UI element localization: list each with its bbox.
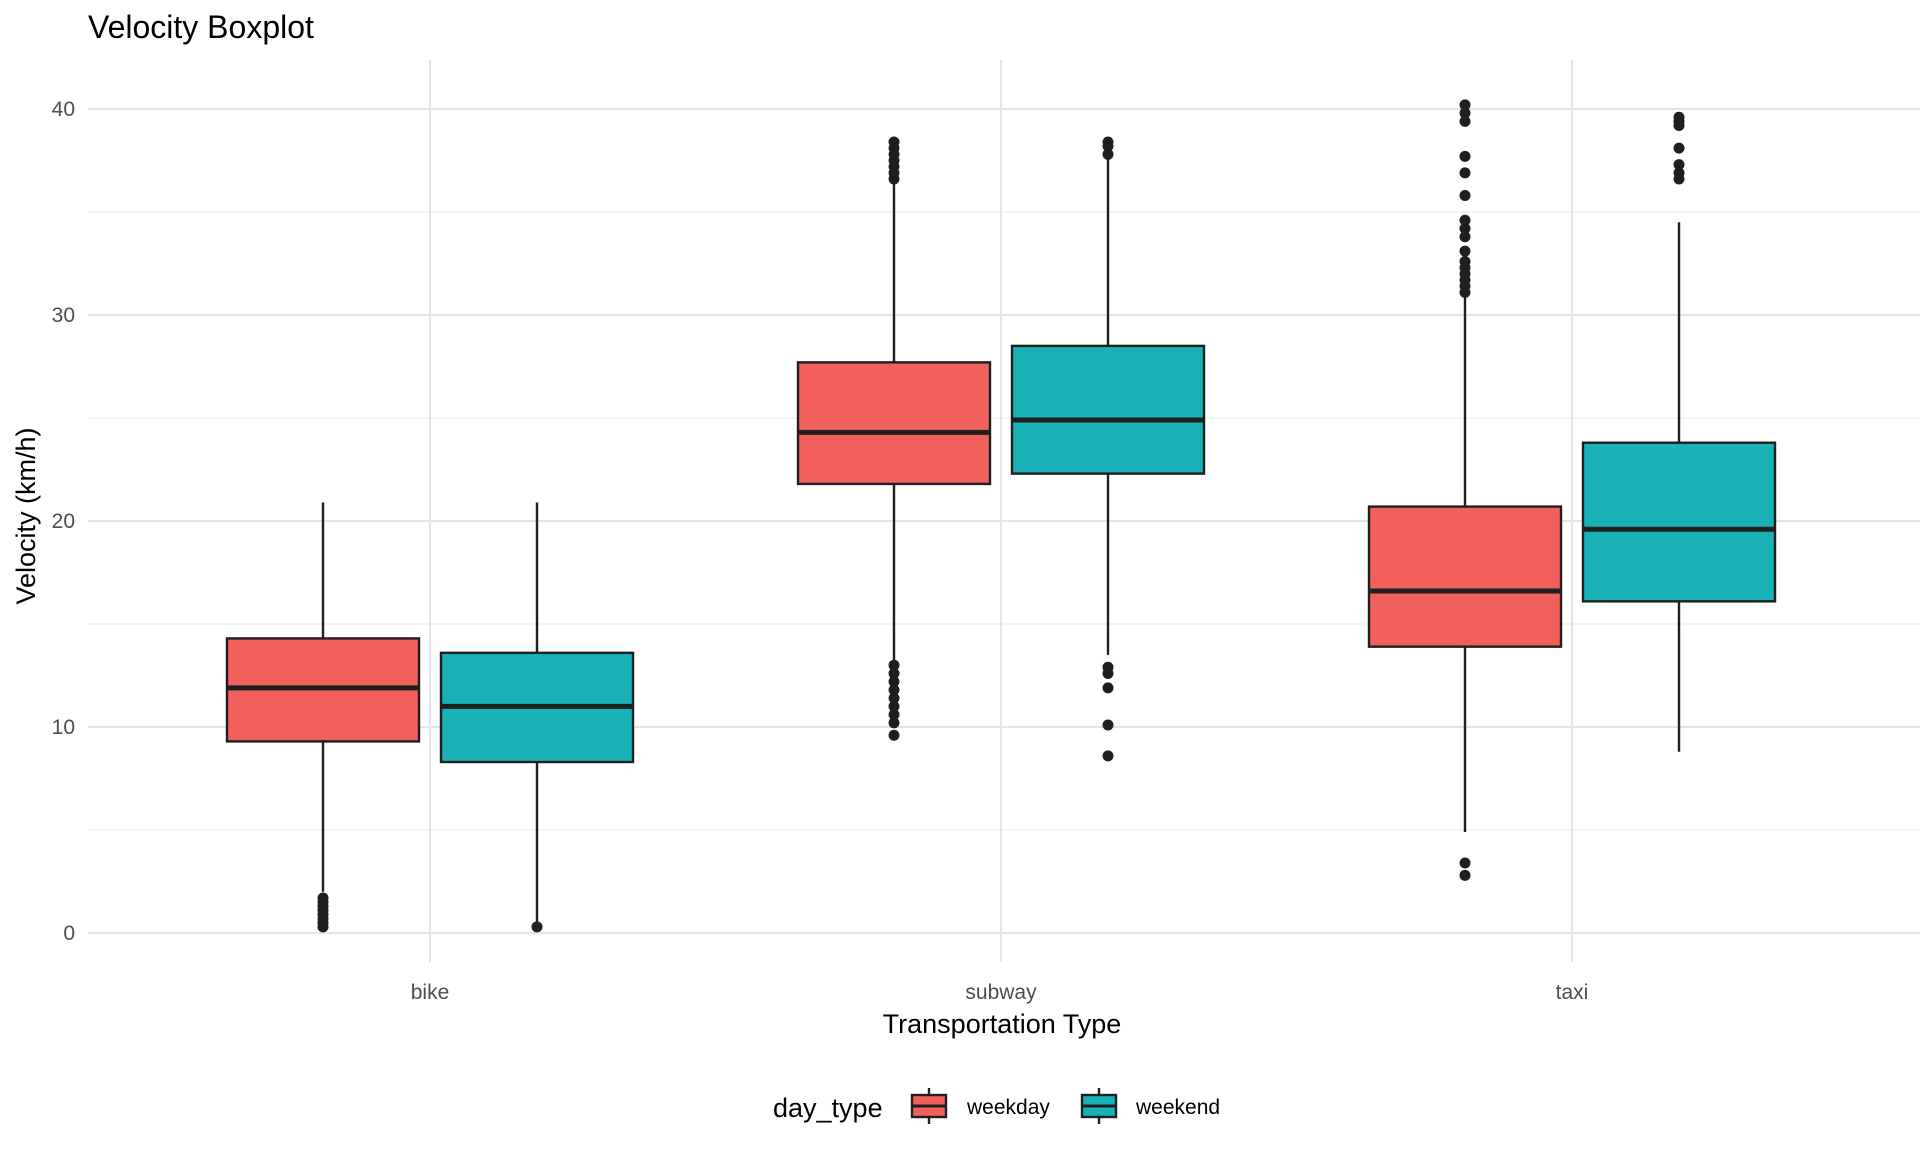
legend-title: day_type — [773, 1093, 883, 1123]
box-bike-weekend — [439, 502, 635, 933]
outlier-point — [1673, 167, 1685, 179]
y-tick-label: 10 — [52, 716, 75, 739]
outlier-point — [1102, 136, 1114, 148]
box-bike-weekday — [225, 502, 421, 933]
legend-key-weekend: weekend — [1080, 1088, 1220, 1124]
outlier-point — [888, 729, 900, 741]
outlier-point — [1459, 255, 1471, 267]
outlier-point — [531, 921, 543, 933]
box-subway-weekday — [796, 136, 992, 741]
legend-label-weekend: weekend — [1135, 1096, 1220, 1119]
legend-label-weekday: weekday — [966, 1096, 1050, 1119]
outlier-point — [1102, 750, 1114, 762]
y-tick-label: 30 — [52, 304, 75, 327]
box-body — [1010, 344, 1206, 475]
outlier-point — [888, 136, 900, 148]
x-tick-label: bike — [411, 981, 450, 1004]
outlier-point — [1459, 167, 1471, 179]
boxplot-marks — [225, 99, 1777, 933]
outlier-point — [1459, 99, 1471, 111]
box-body — [796, 361, 992, 486]
outlier-point — [888, 659, 900, 671]
outlier-point — [888, 684, 900, 696]
outlier-point — [1102, 719, 1114, 731]
x-tick-label: taxi — [1556, 981, 1589, 1004]
y-axis-title: Velocity (km/h) — [11, 427, 41, 604]
box-subway-weekend — [1010, 136, 1206, 762]
x-tick-label: subway — [965, 981, 1037, 1004]
outlier-point — [1459, 231, 1471, 243]
outlier-point — [1459, 190, 1471, 202]
box-taxi-weekday — [1367, 99, 1563, 881]
y-tick-label: 0 — [63, 922, 75, 945]
outlier-point — [1459, 222, 1471, 234]
outlier-point — [1102, 148, 1114, 160]
outlier-point — [1459, 107, 1471, 119]
x-axis-title: Transportation Type — [883, 1009, 1122, 1039]
outlier-point — [888, 709, 900, 721]
box-taxi-weekend — [1581, 111, 1777, 752]
legend: day_type weekday weekend — [773, 1088, 1220, 1124]
outlier-point — [1459, 214, 1471, 226]
box-body — [1581, 441, 1777, 603]
outlier-point — [888, 692, 900, 704]
outlier-point — [1673, 142, 1685, 154]
axis-tick-labels: 0 10 20 30 40 bike subway taxi — [52, 98, 1589, 1004]
outlier-point — [888, 717, 900, 729]
outlier-point — [888, 667, 900, 679]
outlier-point — [317, 892, 329, 904]
outlier-point — [1102, 661, 1114, 673]
outlier-point — [888, 676, 900, 688]
outlier-point — [1459, 150, 1471, 162]
outlier-point — [1459, 245, 1471, 257]
outlier-point — [1459, 857, 1471, 869]
y-tick-label: 20 — [52, 510, 75, 533]
y-tick-label: 40 — [52, 98, 75, 121]
box-body — [1367, 505, 1563, 648]
chart-title: Velocity Boxplot — [88, 9, 314, 45]
outlier-point — [1673, 159, 1685, 171]
outlier-point — [1459, 869, 1471, 881]
outlier-point — [888, 700, 900, 712]
legend-key-weekday: weekday — [910, 1088, 1050, 1124]
outlier-point — [1102, 682, 1114, 694]
outlier-point — [1459, 115, 1471, 127]
outlier-point — [1673, 111, 1685, 123]
